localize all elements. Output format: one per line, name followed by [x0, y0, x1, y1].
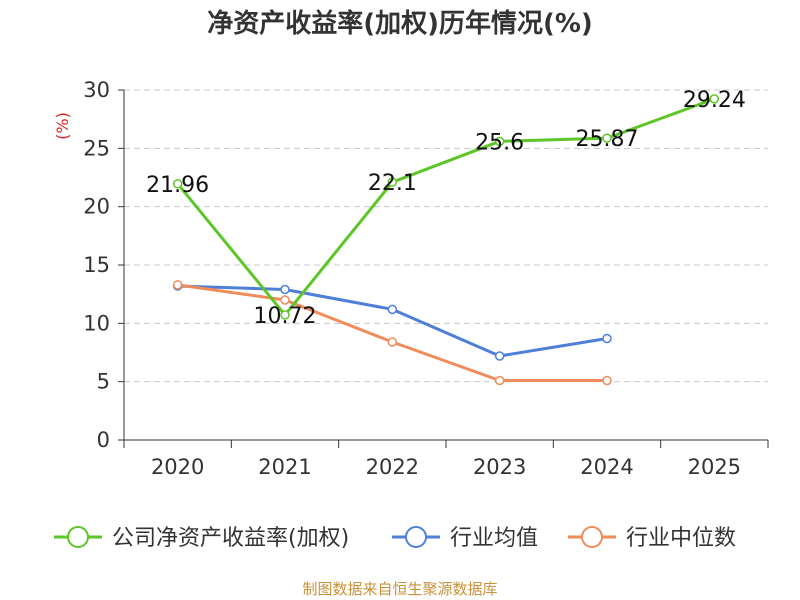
- point-s0-2020[interactable]: [172, 179, 183, 189]
- chart-title: 净资产收益率(加权)历年情况(%): [207, 8, 593, 39]
- y-tick-label-0: 0: [97, 428, 110, 452]
- point-s1-2024[interactable]: [602, 333, 612, 344]
- y-tick-label-15: 15: [83, 253, 110, 277]
- legend-item-2[interactable]: 行业中位数: [568, 526, 736, 551]
- x-tick-label-2024: 2024: [580, 455, 633, 479]
- data-label-2023: 25.6: [475, 130, 524, 155]
- y-tick-label-25: 25: [83, 136, 110, 160]
- legend-swatch-marker-0: [67, 526, 89, 548]
- x-tick-label-2022: 2022: [366, 455, 419, 479]
- point-s1-2023[interactable]: [494, 351, 505, 361]
- x-tick-label-2020: 2020: [151, 455, 204, 479]
- data-label-2025: 29.24: [683, 88, 746, 113]
- point-s0-2023[interactable]: [494, 136, 505, 147]
- point-s1-2021[interactable]: [280, 284, 290, 295]
- data-label-2024: 25.87: [576, 127, 639, 152]
- data-label-2021: 10.72: [254, 304, 317, 329]
- point-s2-2020[interactable]: [172, 280, 183, 290]
- data-label-2020: 21.96: [146, 173, 209, 198]
- y-tick-label-30: 30: [83, 78, 110, 102]
- y-tick-label-10: 10: [83, 311, 110, 335]
- series-group: [172, 94, 720, 386]
- x-tick-label-2025: 2025: [688, 455, 741, 479]
- legend-label-1: 行业均值: [450, 526, 538, 551]
- point-s1-2022[interactable]: [387, 304, 398, 315]
- legend[interactable]: 公司净资产收益率(加权) 行业均值 行业中位数: [54, 526, 736, 551]
- legend-label-0: 公司净资产收益率(加权): [112, 526, 349, 551]
- y-tick-label-20: 20: [83, 195, 110, 219]
- data-labels: 21.96 10.72 22.1 25.6 25.87 29.24: [146, 88, 746, 329]
- point-s2-2021[interactable]: [280, 295, 290, 305]
- point-s0-2022[interactable]: [387, 177, 398, 187]
- point-s2-2023[interactable]: [494, 375, 505, 386]
- data-label-2022: 22.1: [368, 171, 417, 196]
- x-tick-label-2023: 2023: [473, 455, 526, 479]
- point-s0-2021[interactable]: [280, 310, 290, 320]
- point-s2-2022[interactable]: [387, 337, 398, 347]
- series-line-2[interactable]: [177, 283, 607, 382]
- source-note: 制图数据来自恒生聚源数据库: [302, 580, 497, 598]
- point-s0-2024[interactable]: [602, 133, 612, 143]
- point-s0-2025[interactable]: [709, 94, 720, 104]
- grid-lines: [124, 89, 768, 383]
- legend-swatch-marker-2: [581, 526, 603, 548]
- legend-swatch-marker-1: [405, 526, 427, 548]
- y-tick-label-5: 5: [97, 370, 110, 394]
- legend-label-2: 行业中位数: [626, 526, 736, 551]
- point-s2-2024[interactable]: [602, 375, 612, 386]
- legend-item-1[interactable]: 行业均值: [392, 526, 538, 551]
- y-axis-label: (%): [53, 112, 72, 140]
- legend-item-0[interactable]: 公司净资产收益率(加权): [54, 526, 349, 551]
- series-line-0[interactable]: [176, 97, 715, 317]
- x-tick-label-2021: 2021: [258, 455, 311, 479]
